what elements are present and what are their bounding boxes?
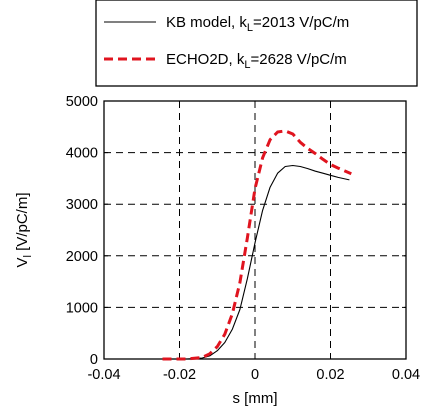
legend-label-kb: KB model, kL=2013 V/pC/m — [166, 14, 349, 34]
x-tick-labels: -0.04 -0.02 0 0.02 0.04 — [87, 367, 420, 383]
series-line-kb-model — [158, 164, 350, 360]
y-tick-label: 4000 — [66, 146, 98, 162]
y-axis-label: Vl [V/pC/m] — [14, 193, 34, 268]
y-axis-label-main: V — [14, 257, 31, 267]
y-tick-label: 3000 — [66, 197, 98, 213]
legend-echo-sub: L — [244, 59, 250, 71]
y-tick-labels: 0 1000 2000 3000 4000 5000 — [66, 94, 98, 368]
legend: KB model, kL=2013 V/pC/m ECHO2D, kL=2628… — [95, 0, 418, 87]
y-tick-label: 5000 — [66, 94, 98, 110]
series-group — [158, 129, 352, 361]
x-tick-label: 0 — [251, 367, 259, 383]
y-tick-label: 1000 — [66, 300, 98, 316]
y-tick-label: 0 — [90, 352, 98, 368]
svg-text:Vl [V/pC/m]: Vl [V/pC/m] — [14, 193, 34, 268]
y-tick-label: 2000 — [66, 249, 98, 265]
x-tick-label: 0.04 — [392, 367, 420, 383]
x-axis-label: s [mm] — [233, 390, 278, 407]
legend-echo-rest: =2628 V/pC/m — [250, 51, 346, 68]
legend-echo-main: ECHO2D, k — [166, 51, 245, 68]
legend-label-echo2d: ECHO2D, kL=2628 V/pC/m — [166, 51, 347, 71]
series-line-echo2d — [162, 129, 352, 361]
x-tick-label: -0.02 — [163, 367, 196, 383]
legend-kb-main: KB model, k — [166, 14, 247, 31]
axis-ticks — [103, 100, 407, 360]
x-tick-label: -0.04 — [87, 367, 120, 383]
x-tick-label: 0.02 — [316, 367, 344, 383]
legend-kb-rest: =2013 V/pC/m — [253, 14, 349, 31]
legend-kb-sub: L — [247, 22, 253, 34]
grid-lines — [104, 101, 406, 359]
y-axis-label-units: [V/pC/m] — [14, 193, 31, 256]
y-axis-label-sub: l — [22, 255, 34, 257]
legend-box — [95, 0, 418, 87]
